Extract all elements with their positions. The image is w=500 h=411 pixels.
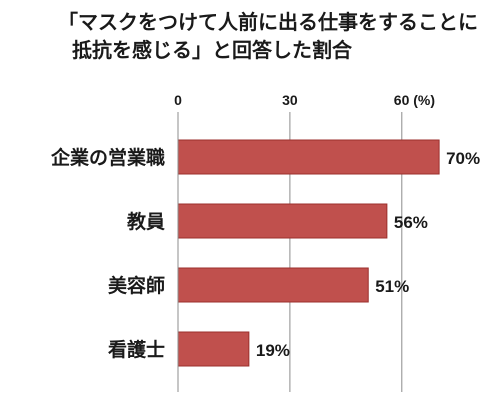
chart-title: 「マスクをつけて人前に出る仕事をすることに 抵抗を感じる」と回答した割合 (58, 8, 498, 64)
data-labels: 70% 56% 51% 19% (256, 149, 480, 360)
x-axis-tick-labels: 0 30 60 (%) (174, 92, 435, 108)
chart-title-line-1: 「マスクをつけて人前に出る仕事をすることに (58, 10, 478, 34)
bars (177, 139, 440, 367)
chart-title-line-2: 抵抗を感じる」と回答した割合 (72, 38, 352, 62)
category-label: 企業の営業職 (50, 146, 165, 169)
bar (177, 267, 369, 303)
data-label: 19% (256, 341, 290, 360)
category-label: 美容師 (108, 274, 165, 297)
data-label: 51% (375, 277, 409, 296)
data-label: 70% (446, 149, 480, 168)
bar (177, 203, 388, 239)
x-tick-label: 60 (%) (394, 92, 435, 108)
x-tick-label: 30 (282, 92, 298, 108)
bar (177, 139, 440, 175)
category-label: 教員 (127, 210, 165, 233)
data-label: 56% (394, 213, 428, 232)
bar (177, 331, 250, 367)
x-tick-label: 0 (174, 92, 182, 108)
category-label: 看護士 (107, 338, 165, 361)
